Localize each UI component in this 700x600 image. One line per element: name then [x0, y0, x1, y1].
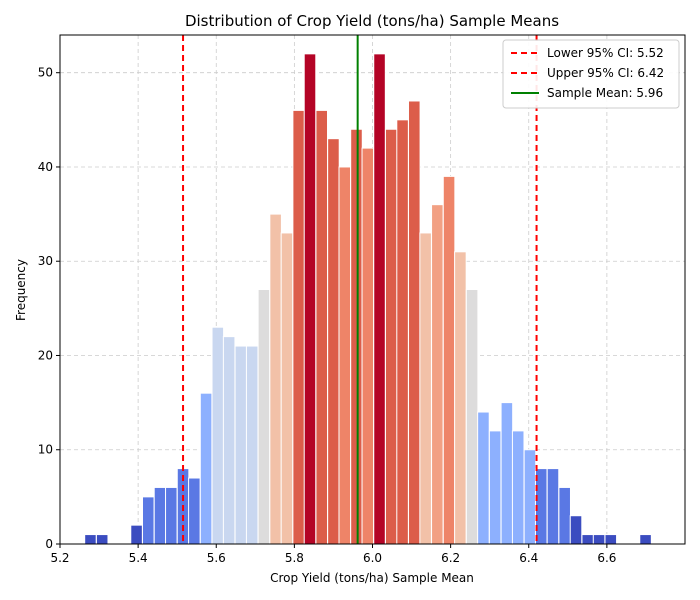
- legend-label-1: Upper 95% CI: 6.42: [547, 66, 664, 80]
- x-tick-label-5: 6.2: [441, 551, 460, 565]
- x-axis-ticks: 5.2 5.4 5.6 5.8 6.0 6.2 6.4 6.6: [50, 544, 616, 565]
- histogram-bar-33: [465, 289, 479, 545]
- histogram-bar-29: [419, 232, 432, 545]
- legend-label-0: Lower 95% CI: 5.52: [547, 46, 664, 60]
- histogram-bar-43: [581, 534, 595, 545]
- histogram-bar-26: [384, 128, 398, 545]
- histogram-bar-5: [142, 496, 155, 545]
- histogram-bar-10: [199, 392, 213, 545]
- histogram-bar-44: [592, 534, 606, 545]
- y-tick-label-2: 20: [38, 348, 53, 362]
- histogram-bar-37: [511, 430, 525, 545]
- histogram-bar-24: [361, 147, 375, 545]
- y-tick-label-1: 10: [38, 443, 53, 457]
- histogram-bar-40: [546, 468, 560, 545]
- x-tick-label-1: 5.4: [129, 551, 148, 565]
- histogram-bar-42: [569, 515, 583, 545]
- histogram-bar-11: [211, 326, 225, 545]
- histogram-bar-20: [315, 109, 328, 545]
- histogram-bar-28: [408, 100, 421, 545]
- histogram-bar-34: [477, 411, 490, 545]
- chart-title: Distribution of Crop Yield (tons/ha) Sam…: [185, 12, 559, 30]
- legend-label-2: Sample Mean: 5.96: [547, 86, 663, 100]
- x-tick-label-4: 6.0: [363, 551, 382, 565]
- histogram-bar-35: [488, 430, 502, 545]
- histogram-bar-30: [431, 204, 444, 545]
- histogram-bar-6: [153, 486, 167, 545]
- y-tick-label-0: 0: [45, 537, 53, 551]
- histogram-bar-16: [269, 213, 282, 545]
- y-axis-ticks: 0 10 20 30 40 50: [38, 66, 60, 551]
- histogram-bar-48: [639, 534, 652, 545]
- x-tick-label-2: 5.6: [207, 551, 226, 565]
- histogram-bar-21: [327, 138, 340, 545]
- histogram-bar-13: [234, 345, 248, 545]
- x-axis-label: Crop Yield (tons/ha) Sample Mean: [270, 571, 474, 585]
- histogram-bars: [84, 53, 652, 545]
- histogram-bar-36: [500, 402, 514, 545]
- histogram-bar-1: [95, 534, 109, 545]
- histogram-bar-31: [442, 175, 456, 545]
- histogram-bar-12: [222, 336, 236, 545]
- histogram-bar-25: [373, 53, 386, 545]
- x-tick-label-0: 5.2: [50, 551, 69, 565]
- histogram-bar-32: [454, 251, 467, 545]
- x-tick-label-3: 5.8: [285, 551, 304, 565]
- histogram-bar-41: [558, 486, 571, 545]
- histogram-bar-45: [604, 534, 618, 545]
- y-tick-label-4: 40: [38, 160, 53, 174]
- x-tick-label-6: 6.4: [519, 551, 538, 565]
- histogram-bar-38: [523, 449, 537, 545]
- y-tick-label-3: 30: [38, 254, 53, 268]
- histogram-bar-19: [303, 53, 317, 545]
- histogram-bar-18: [292, 109, 305, 545]
- reference-lines: [182, 35, 538, 544]
- y-tick-label-5: 50: [38, 66, 53, 80]
- histogram-bar-7: [165, 486, 178, 545]
- histogram-bar-0: [84, 534, 97, 545]
- histogram-bar-9: [188, 477, 201, 545]
- histogram-bar-17: [280, 232, 294, 545]
- legend: Lower 95% CI: 5.52 Upper 95% CI: 6.42 Samp…: [502, 39, 680, 109]
- histogram-bar-27: [396, 119, 409, 545]
- histogram-bar-15: [257, 289, 271, 545]
- histogram-bar-22: [338, 166, 352, 545]
- legend-box: [502, 39, 680, 109]
- histogram-bar-23: [350, 128, 363, 545]
- y-axis-label: Frequency: [14, 259, 28, 321]
- x-tick-label-7: 6.6: [597, 551, 616, 565]
- histogram-bar-14: [245, 345, 259, 545]
- histogram-bar-4: [130, 524, 143, 545]
